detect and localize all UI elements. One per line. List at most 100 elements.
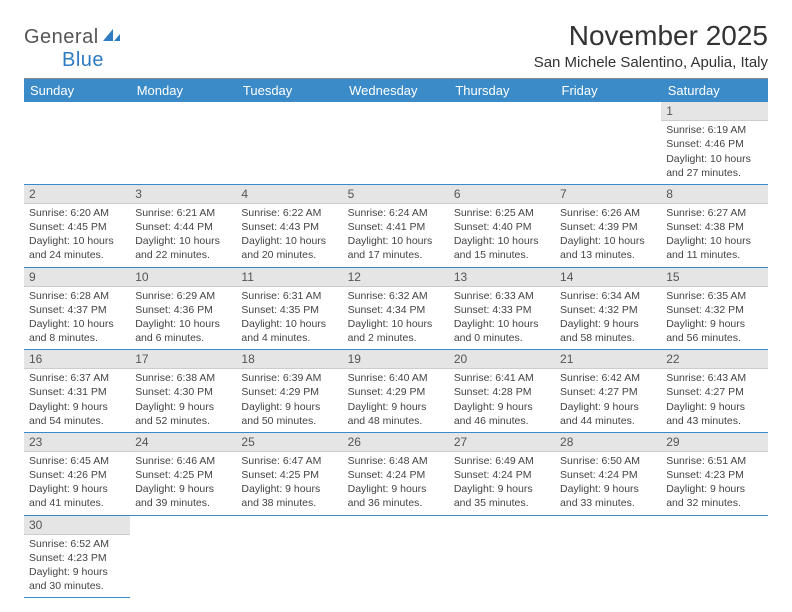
daylight-line: Daylight: 10 hours and 20 minutes.	[241, 234, 337, 262]
day-number: 10	[130, 268, 236, 287]
sunset-line: Sunset: 4:33 PM	[454, 303, 550, 317]
day-cell: 16Sunrise: 6:37 AMSunset: 4:31 PMDayligh…	[24, 350, 130, 433]
day-details: Sunrise: 6:47 AMSunset: 4:25 PMDaylight:…	[236, 452, 342, 515]
daylight-line: Daylight: 9 hours and 35 minutes.	[454, 482, 550, 510]
sunrise-line: Sunrise: 6:50 AM	[560, 454, 656, 468]
daylight-line: Daylight: 10 hours and 15 minutes.	[454, 234, 550, 262]
daylight-line: Daylight: 10 hours and 24 minutes.	[29, 234, 125, 262]
sunset-line: Sunset: 4:28 PM	[454, 385, 550, 399]
day-number: 4	[236, 185, 342, 204]
daylight-line: Daylight: 9 hours and 43 minutes.	[666, 400, 762, 428]
logo-part2: Blue	[24, 49, 104, 71]
daylight-line: Daylight: 10 hours and 13 minutes.	[560, 234, 656, 262]
day-details: Sunrise: 6:34 AMSunset: 4:32 PMDaylight:…	[555, 287, 661, 350]
day-cell	[449, 102, 555, 184]
day-number: 25	[236, 433, 342, 452]
calendar-body: 1Sunrise: 6:19 AMSunset: 4:46 PMDaylight…	[24, 102, 768, 598]
day-cell: 4Sunrise: 6:22 AMSunset: 4:43 PMDaylight…	[236, 184, 342, 267]
sunrise-line: Sunrise: 6:35 AM	[666, 289, 762, 303]
day-cell	[236, 515, 342, 598]
daylight-line: Daylight: 9 hours and 41 minutes.	[29, 482, 125, 510]
sunrise-line: Sunrise: 6:40 AM	[348, 371, 444, 385]
day-number: 3	[130, 185, 236, 204]
day-details: Sunrise: 6:43 AMSunset: 4:27 PMDaylight:…	[661, 369, 767, 432]
sunrise-line: Sunrise: 6:29 AM	[135, 289, 231, 303]
sunrise-line: Sunrise: 6:22 AM	[241, 206, 337, 220]
sunset-line: Sunset: 4:24 PM	[560, 468, 656, 482]
day-cell: 3Sunrise: 6:21 AMSunset: 4:44 PMDaylight…	[130, 184, 236, 267]
day-details: Sunrise: 6:19 AMSunset: 4:46 PMDaylight:…	[661, 121, 767, 184]
col-mon: Monday	[130, 79, 236, 102]
daylight-line: Daylight: 9 hours and 58 minutes.	[560, 317, 656, 345]
day-cell: 30Sunrise: 6:52 AMSunset: 4:23 PMDayligh…	[24, 515, 130, 598]
day-number: 21	[555, 350, 661, 369]
day-details: Sunrise: 6:21 AMSunset: 4:44 PMDaylight:…	[130, 204, 236, 267]
sunset-line: Sunset: 4:25 PM	[135, 468, 231, 482]
page: GeneralBlue November 2025 San Michele Sa…	[0, 0, 792, 598]
daylight-line: Daylight: 9 hours and 56 minutes.	[666, 317, 762, 345]
day-number: 16	[24, 350, 130, 369]
day-cell	[555, 102, 661, 184]
sunrise-line: Sunrise: 6:31 AM	[241, 289, 337, 303]
day-number: 6	[449, 185, 555, 204]
day-cell: 29Sunrise: 6:51 AMSunset: 4:23 PMDayligh…	[661, 432, 767, 515]
day-cell: 8Sunrise: 6:27 AMSunset: 4:38 PMDaylight…	[661, 184, 767, 267]
sunset-line: Sunset: 4:38 PM	[666, 220, 762, 234]
day-details: Sunrise: 6:28 AMSunset: 4:37 PMDaylight:…	[24, 287, 130, 350]
day-details: Sunrise: 6:45 AMSunset: 4:26 PMDaylight:…	[24, 452, 130, 515]
day-details: Sunrise: 6:37 AMSunset: 4:31 PMDaylight:…	[24, 369, 130, 432]
day-details: Sunrise: 6:33 AMSunset: 4:33 PMDaylight:…	[449, 287, 555, 350]
sunrise-line: Sunrise: 6:24 AM	[348, 206, 444, 220]
day-details: Sunrise: 6:51 AMSunset: 4:23 PMDaylight:…	[661, 452, 767, 515]
week-row: 2Sunrise: 6:20 AMSunset: 4:45 PMDaylight…	[24, 184, 768, 267]
col-sun: Sunday	[24, 79, 130, 102]
day-details: Sunrise: 6:24 AMSunset: 4:41 PMDaylight:…	[343, 204, 449, 267]
sunset-line: Sunset: 4:24 PM	[454, 468, 550, 482]
day-number: 30	[24, 516, 130, 535]
day-cell: 24Sunrise: 6:46 AMSunset: 4:25 PMDayligh…	[130, 432, 236, 515]
sunset-line: Sunset: 4:32 PM	[560, 303, 656, 317]
daylight-line: Daylight: 10 hours and 17 minutes.	[348, 234, 444, 262]
day-details: Sunrise: 6:32 AMSunset: 4:34 PMDaylight:…	[343, 287, 449, 350]
day-cell: 18Sunrise: 6:39 AMSunset: 4:29 PMDayligh…	[236, 350, 342, 433]
day-number: 9	[24, 268, 130, 287]
sunset-line: Sunset: 4:37 PM	[29, 303, 125, 317]
day-cell	[236, 102, 342, 184]
sail-icon	[101, 26, 121, 49]
sunset-line: Sunset: 4:35 PM	[241, 303, 337, 317]
day-cell	[130, 515, 236, 598]
sunrise-line: Sunrise: 6:32 AM	[348, 289, 444, 303]
day-number: 7	[555, 185, 661, 204]
sunset-line: Sunset: 4:32 PM	[666, 303, 762, 317]
day-cell	[343, 102, 449, 184]
location: San Michele Salentino, Apulia, Italy	[534, 54, 768, 71]
day-cell: 13Sunrise: 6:33 AMSunset: 4:33 PMDayligh…	[449, 267, 555, 350]
day-header-row: Sunday Monday Tuesday Wednesday Thursday…	[24, 79, 768, 102]
day-details: Sunrise: 6:27 AMSunset: 4:38 PMDaylight:…	[661, 204, 767, 267]
week-row: 1Sunrise: 6:19 AMSunset: 4:46 PMDaylight…	[24, 102, 768, 184]
sunset-line: Sunset: 4:27 PM	[560, 385, 656, 399]
day-cell: 2Sunrise: 6:20 AMSunset: 4:45 PMDaylight…	[24, 184, 130, 267]
day-number: 14	[555, 268, 661, 287]
sunset-line: Sunset: 4:34 PM	[348, 303, 444, 317]
day-details: Sunrise: 6:25 AMSunset: 4:40 PMDaylight:…	[449, 204, 555, 267]
sunset-line: Sunset: 4:23 PM	[29, 551, 125, 565]
sunrise-line: Sunrise: 6:51 AM	[666, 454, 762, 468]
sunrise-line: Sunrise: 6:45 AM	[29, 454, 125, 468]
week-row: 16Sunrise: 6:37 AMSunset: 4:31 PMDayligh…	[24, 350, 768, 433]
daylight-line: Daylight: 9 hours and 36 minutes.	[348, 482, 444, 510]
sunset-line: Sunset: 4:44 PM	[135, 220, 231, 234]
sunrise-line: Sunrise: 6:20 AM	[29, 206, 125, 220]
daylight-line: Daylight: 9 hours and 32 minutes.	[666, 482, 762, 510]
logo-part1: General	[24, 26, 99, 48]
day-cell: 10Sunrise: 6:29 AMSunset: 4:36 PMDayligh…	[130, 267, 236, 350]
day-cell: 1Sunrise: 6:19 AMSunset: 4:46 PMDaylight…	[661, 102, 767, 184]
day-details: Sunrise: 6:48 AMSunset: 4:24 PMDaylight:…	[343, 452, 449, 515]
day-details: Sunrise: 6:26 AMSunset: 4:39 PMDaylight:…	[555, 204, 661, 267]
day-cell	[661, 515, 767, 598]
sunset-line: Sunset: 4:23 PM	[666, 468, 762, 482]
day-details: Sunrise: 6:39 AMSunset: 4:29 PMDaylight:…	[236, 369, 342, 432]
logo: GeneralBlue	[24, 26, 122, 72]
daylight-line: Daylight: 10 hours and 8 minutes.	[29, 317, 125, 345]
daylight-line: Daylight: 10 hours and 0 minutes.	[454, 317, 550, 345]
